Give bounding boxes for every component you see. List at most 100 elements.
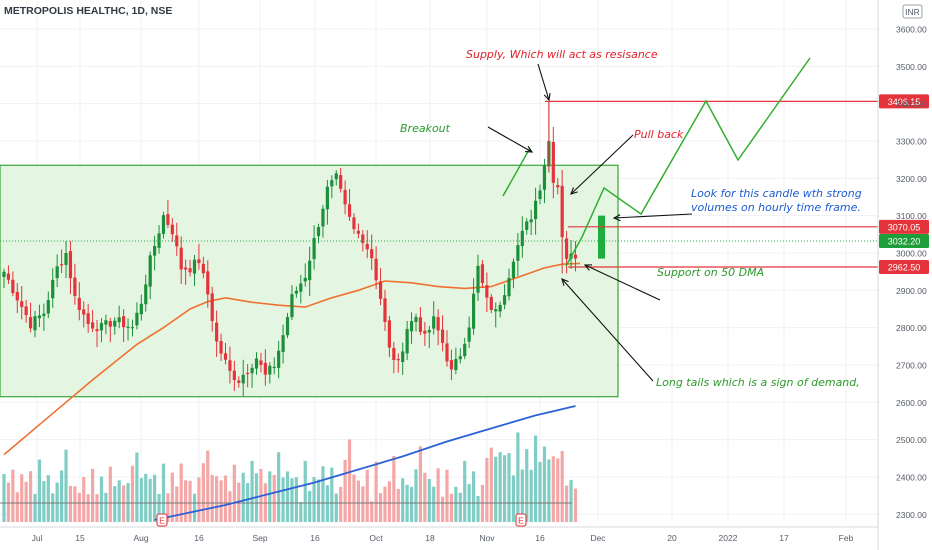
y-tick-label: 2700.00 <box>896 360 927 370</box>
candle-body <box>485 285 489 298</box>
volume-bar <box>153 474 157 522</box>
x-tick-label: 16 <box>310 533 320 543</box>
y-tick-label: 2300.00 <box>896 510 927 520</box>
currency-label: INR <box>905 7 920 17</box>
volume-bar <box>551 456 555 522</box>
volume-bar <box>392 455 396 522</box>
volume-bar <box>28 471 33 522</box>
x-tick-label: Nov <box>479 533 495 543</box>
candle-body <box>6 273 11 280</box>
candle-body <box>516 245 520 261</box>
candle-body <box>316 226 321 237</box>
x-tick-label: 20 <box>667 533 677 543</box>
volume-bar <box>135 452 139 522</box>
volume-bar <box>161 463 166 522</box>
volume-bar <box>343 459 347 522</box>
candle-body <box>122 316 126 328</box>
x-tick-label: 16 <box>194 533 204 543</box>
volume-bar <box>387 481 392 522</box>
volume-bar <box>272 474 276 522</box>
volume-bar <box>215 476 219 522</box>
volume-bar <box>166 493 170 522</box>
volume-bar <box>489 447 493 522</box>
symbol-title[interactable]: METROPOLIS HEALTHC, 1D, NSE <box>4 5 172 17</box>
candle-body <box>321 208 325 227</box>
candle-body <box>405 329 409 354</box>
candle-body <box>347 204 352 217</box>
volume-bar <box>130 465 135 522</box>
candle-body <box>299 283 303 292</box>
currency-badge[interactable] <box>902 4 923 19</box>
x-tick-label: Dec <box>590 533 606 543</box>
candle-body <box>334 173 338 180</box>
volume-bar <box>494 456 498 522</box>
volume-bar <box>401 478 405 522</box>
candle-body <box>525 221 529 230</box>
candle-body <box>520 230 524 247</box>
projection-path <box>502 57 811 267</box>
candle-body <box>192 259 197 274</box>
y-tick-label: 3200.00 <box>896 174 927 184</box>
volume-bar <box>330 467 334 522</box>
annotation-arrowhead <box>583 264 593 271</box>
candle-body <box>467 327 471 342</box>
candle-body <box>542 165 547 190</box>
candle-body <box>387 320 392 348</box>
volume-bar <box>281 477 285 522</box>
candle-body <box>51 279 55 299</box>
volume-bar <box>547 459 551 522</box>
candle-body <box>144 284 148 305</box>
volume-bar <box>268 471 272 522</box>
candle-body <box>223 353 228 360</box>
candle-body <box>188 268 192 273</box>
volume-bar <box>449 493 454 522</box>
volume-bar <box>427 479 431 522</box>
volume-bar <box>104 492 108 522</box>
candle-body <box>42 313 46 317</box>
volume-bar <box>232 464 236 522</box>
candle-body <box>312 237 316 260</box>
volume-bar <box>33 493 37 522</box>
candle-body <box>427 329 431 333</box>
candle-body <box>33 316 37 331</box>
y-tick-label: 3000.00 <box>896 248 927 258</box>
volume-bar <box>374 461 378 522</box>
y-tick-label: 3300.00 <box>896 136 927 146</box>
volume-bar <box>11 469 15 522</box>
projected-candle <box>598 215 605 259</box>
volume-bar <box>219 480 223 522</box>
volume-bar <box>108 466 112 522</box>
volume-bar <box>418 446 423 522</box>
candle-body <box>91 322 95 329</box>
volume-bar <box>73 486 77 522</box>
annotation-text: Pull back <box>634 128 684 141</box>
candle-body <box>436 317 440 331</box>
breakout-trendline <box>502 147 531 197</box>
y-tick-label: 2900.00 <box>896 286 927 296</box>
candle-body <box>11 279 15 294</box>
candle-body <box>113 320 117 327</box>
candle-body <box>64 252 68 265</box>
moving-averages <box>3 262 580 521</box>
price-level-badge <box>879 219 929 234</box>
candle-body <box>170 224 174 235</box>
candle-body <box>454 358 458 371</box>
candle-body <box>175 235 179 247</box>
candle-body <box>476 265 480 293</box>
volume-bar <box>210 474 214 522</box>
volume-bar <box>365 469 369 522</box>
annotation-text: Breakout <box>400 122 451 135</box>
volume-bar <box>42 481 46 522</box>
volume-bar <box>206 450 210 522</box>
candle-body <box>440 329 445 343</box>
volume-bar <box>170 472 174 522</box>
volume-bar <box>321 466 325 522</box>
volume-bar <box>378 493 383 522</box>
volume-bar <box>538 461 542 522</box>
candle-body <box>396 359 400 361</box>
candle-body <box>197 259 201 264</box>
volume-bar <box>117 480 121 522</box>
candle-body <box>361 234 365 244</box>
candle-body <box>551 141 555 183</box>
